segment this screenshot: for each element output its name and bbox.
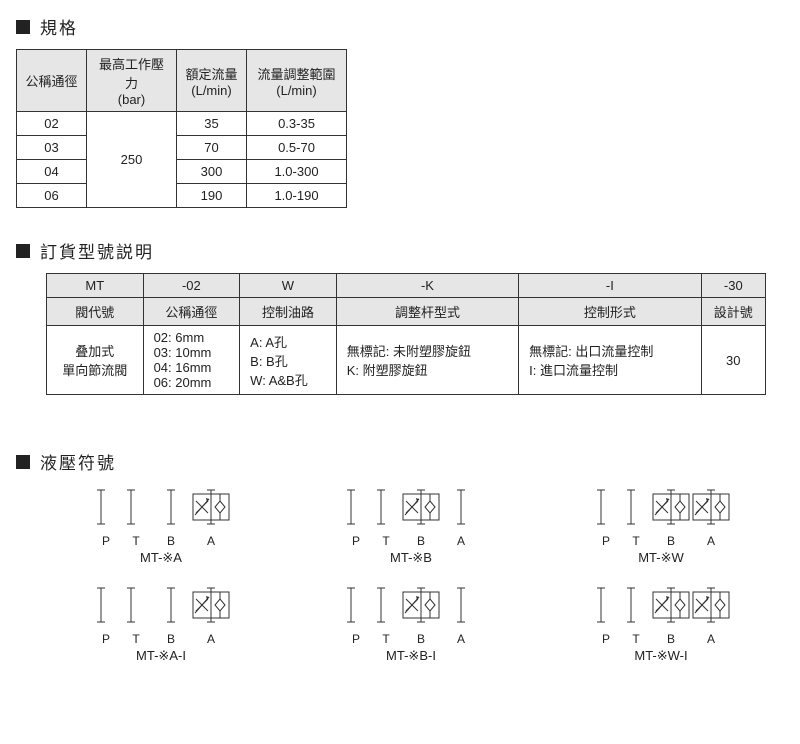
order-cell: 控制形式 — [519, 298, 701, 326]
symbols-container: PTBAMT-※APTBAMT-※BPTBAMT-※WPTBAMT-※A-IPT… — [76, 484, 784, 664]
order-cell: 設計號 — [701, 298, 765, 326]
symbol-cell: PTBA MT-※A-I — [76, 582, 246, 664]
symbol-name: MT-※B-I — [326, 648, 496, 664]
order-cell: 公稱通徑 — [143, 298, 240, 326]
symbol-port-labels: PTBA — [576, 534, 746, 548]
order-cell: -02 — [143, 274, 240, 298]
section-title-spec: 規格 — [40, 14, 78, 39]
order-cell: -30 — [701, 274, 765, 298]
section-header-spec: 規格 — [16, 14, 784, 39]
spec-cell: 300 — [177, 160, 247, 184]
order-cell: -K — [336, 274, 518, 298]
symbol-cell: PTBA MT-※B — [326, 484, 496, 566]
order-cell: -I — [519, 274, 701, 298]
symbol-cell: PTBA MT-※W-I — [576, 582, 746, 664]
spec-cell: 190 — [177, 184, 247, 208]
symbol-name: MT-※A-I — [76, 648, 246, 664]
spec-cell: 06 — [17, 184, 87, 208]
bullet-square — [16, 244, 30, 258]
symbol-row: PTBA MT-※A-I PTBA MT-※B-I PTBA MT-※W-I — [76, 582, 784, 664]
bullet-square — [16, 455, 30, 469]
symbol-port-labels: PTBA — [326, 632, 496, 646]
symbol-row: PTBA MT-※A PTBA MT-※B PTBA MT-※W — [76, 484, 784, 566]
section-title-symbol: 液壓符號 — [40, 449, 116, 474]
symbol-name: MT-※A — [76, 550, 246, 566]
spec-cell: 03 — [17, 136, 87, 160]
spec-cell: 0.5-70 — [247, 136, 347, 160]
spec-col-header: 額定流量(L/min) — [177, 50, 247, 112]
spec-cell: 1.0-300 — [247, 160, 347, 184]
symbol-name: MT-※B — [326, 550, 496, 566]
symbol-port-labels: PTBA — [326, 534, 496, 548]
section-header-order: 訂貨型號説明 — [16, 238, 784, 263]
symbol-name: MT-※W-I — [576, 648, 746, 664]
symbol-cell: PTBA MT-※W — [576, 484, 746, 566]
section-title-order: 訂貨型號説明 — [40, 238, 154, 263]
spec-col-header: 最高工作壓力(bar) — [87, 50, 177, 112]
spec-table: 公稱通徑最高工作壓力(bar)額定流量(L/min)流量調整範圍(L/min)0… — [16, 49, 347, 208]
spec-cell: 35 — [177, 112, 247, 136]
order-cell: 無標記: 出口流量控制I: 進口流量控制 — [519, 326, 701, 395]
order-cell: W — [240, 274, 337, 298]
symbol-port-labels: PTBA — [576, 632, 746, 646]
order-cell: 閥代號 — [47, 298, 144, 326]
spec-cell: 0.3-35 — [247, 112, 347, 136]
spec-cell: 250 — [87, 112, 177, 208]
order-cell: A: A孔B: B孔W: A&B孔 — [240, 326, 337, 395]
spec-cell: 02 — [17, 112, 87, 136]
order-cell: MT — [47, 274, 144, 298]
spec-col-header: 流量調整範圍(L/min) — [247, 50, 347, 112]
spec-cell: 04 — [17, 160, 87, 184]
order-cell: 叠加式單向節流閥 — [47, 326, 144, 395]
section-header-symbol: 液壓符號 — [16, 449, 784, 474]
spec-col-header: 公稱通徑 — [17, 50, 87, 112]
order-cell: 02: 6mm03: 10mm04: 16mm06: 20mm — [143, 326, 240, 395]
symbol-port-labels: PTBA — [76, 632, 246, 646]
order-cell: 30 — [701, 326, 765, 395]
bullet-square — [16, 20, 30, 34]
order-cell: 調整杆型式 — [336, 298, 518, 326]
symbol-name: MT-※W — [576, 550, 746, 566]
symbol-port-labels: PTBA — [76, 534, 246, 548]
spec-cell: 70 — [177, 136, 247, 160]
symbol-cell: PTBA MT-※A — [76, 484, 246, 566]
order-table: MT-02W-K-I-30 閥代號公稱通徑控制油路調整杆型式控制形式設計號叠加式單… — [46, 273, 766, 395]
symbol-cell: PTBA MT-※B-I — [326, 582, 496, 664]
spec-cell: 1.0-190 — [247, 184, 347, 208]
order-cell: 無標記: 未附塑膠旋鈕K: 附塑膠旋鈕 — [336, 326, 518, 395]
order-cell: 控制油路 — [240, 298, 337, 326]
